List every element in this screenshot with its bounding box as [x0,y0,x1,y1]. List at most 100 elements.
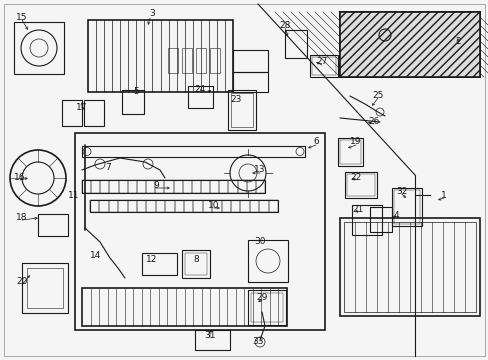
Text: 24: 24 [194,85,205,94]
Bar [339,12,479,77]
Bar [174,200,183,212]
Bar [119,180,127,193]
Bar [165,200,174,212]
Text: 7: 7 [105,163,111,172]
Bar [228,180,237,193]
Bar [212,200,221,212]
Bar [164,180,173,193]
Bar [156,200,165,212]
Bar [193,200,203,212]
Text: 27: 27 [316,58,327,67]
Bar [346,174,374,196]
Text: 32: 32 [395,188,407,197]
Text: 22: 22 [350,174,361,183]
Bar [196,48,205,73]
Bar [99,200,108,212]
Bar [91,180,100,193]
Bar [84,100,104,126]
Bar [311,57,335,75]
Bar [337,138,362,166]
Text: 12: 12 [146,256,157,265]
Bar [247,240,287,282]
Bar [127,200,137,212]
Text: 2: 2 [454,37,460,46]
Text: 26: 26 [367,117,379,126]
Bar [247,290,285,325]
Bar [309,55,337,77]
Text: 30: 30 [254,238,265,247]
Bar [108,200,118,212]
Bar [90,200,278,212]
Bar [393,190,419,224]
Bar [182,250,209,278]
Bar [100,180,109,193]
Text: 16: 16 [14,174,26,183]
Bar [232,50,267,72]
Bar [230,93,252,127]
Bar [146,180,155,193]
Bar [351,205,381,235]
Bar [249,200,259,212]
Bar [82,146,305,157]
Bar [109,180,119,193]
Bar [82,180,264,193]
Text: 23: 23 [230,95,241,104]
Bar [240,200,249,212]
Bar [184,253,206,275]
Text: 17: 17 [76,104,87,112]
Text: 31: 31 [204,332,215,341]
Bar [142,253,177,275]
Bar [339,140,360,164]
Bar [88,20,232,92]
Bar [339,12,479,77]
Bar [137,200,146,212]
Text: 18: 18 [16,213,28,222]
Text: 33: 33 [252,338,263,346]
Bar [250,293,283,322]
Bar [173,180,183,193]
Text: 5: 5 [133,87,139,96]
Text: 21: 21 [351,206,363,215]
Bar [155,180,164,193]
Text: 29: 29 [256,293,267,302]
Bar [391,188,421,226]
Bar [22,263,68,313]
Bar [27,268,63,308]
Text: 1: 1 [440,190,446,199]
Text: 28: 28 [279,22,290,31]
Bar [75,133,325,330]
Bar [209,48,220,73]
Bar [62,100,82,126]
Bar [118,200,127,212]
Text: 13: 13 [254,166,265,175]
Bar [339,12,479,77]
Text: 11: 11 [68,192,80,201]
Bar [259,200,268,212]
Bar [227,90,256,130]
Bar [232,72,267,92]
Bar [187,86,213,108]
Bar [182,48,192,73]
Bar [369,207,391,232]
Bar [82,180,91,193]
Text: 10: 10 [208,201,219,210]
Bar [195,330,229,350]
Bar [201,180,210,193]
Bar [339,12,479,77]
Bar [146,200,156,212]
Bar [38,214,68,236]
Text: 6: 6 [312,138,318,147]
Bar [14,22,64,74]
Bar [237,180,246,193]
Bar [183,180,191,193]
Bar [90,200,99,212]
Bar [219,180,228,193]
Bar [221,200,230,212]
Text: 4: 4 [392,211,398,220]
Bar [246,180,255,193]
Bar [191,180,201,193]
Bar [339,218,479,316]
Bar [255,180,264,193]
Text: 20: 20 [16,278,28,287]
Bar [137,180,146,193]
